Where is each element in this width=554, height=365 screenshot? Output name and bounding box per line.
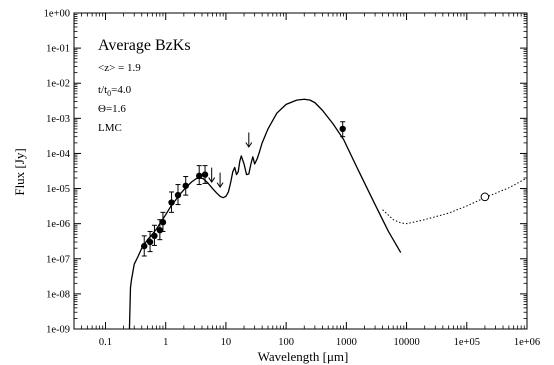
data-point bbox=[141, 242, 148, 250]
data-point bbox=[146, 238, 154, 246]
x-tick-label: 0.1 bbox=[99, 337, 112, 348]
data-point bbox=[196, 172, 203, 180]
sed-model-line bbox=[128, 98, 402, 330]
axis-ticks bbox=[73, 12, 528, 330]
y-tick-label: 1e-06 bbox=[46, 219, 70, 230]
data-point bbox=[151, 232, 158, 240]
data-point bbox=[159, 219, 167, 226]
x-axis-label: Wavelength [μm] bbox=[258, 349, 349, 364]
y-tick-label: 1e-07 bbox=[46, 254, 70, 265]
x-tick-label: 1e+05 bbox=[454, 337, 480, 348]
y-tick-label: 1e-04 bbox=[46, 149, 71, 160]
annotation-dust: LMC bbox=[98, 122, 122, 134]
upper-limit-arrowhead bbox=[208, 177, 216, 183]
data-point bbox=[201, 171, 209, 178]
x-tick-label: 10000 bbox=[393, 337, 419, 348]
annotation-theta: Θ=1.6 bbox=[98, 103, 126, 115]
data-point bbox=[168, 199, 175, 206]
data-markers bbox=[141, 121, 490, 257]
annotation-block: Average BzKs <z> = 1.9 t/t0=4.0 Θ=1.6 LM… bbox=[98, 37, 191, 134]
y-tick-label: 1e+00 bbox=[44, 9, 70, 20]
data-point bbox=[174, 191, 182, 199]
upper-limit-arrowhead bbox=[245, 142, 253, 148]
x-tick-label: 1e+06 bbox=[514, 337, 540, 348]
y-tick-label: 1e-02 bbox=[46, 79, 70, 90]
data-point bbox=[156, 227, 164, 234]
x-tick-label: 1 bbox=[163, 337, 168, 348]
y-tick-label: 1e-01 bbox=[46, 44, 70, 55]
y-axis-label: Flux [Jy] bbox=[12, 148, 27, 195]
radio-extrapolation-line bbox=[382, 177, 528, 225]
annotation-title: Average BzKs bbox=[98, 37, 191, 54]
data-point bbox=[182, 182, 189, 189]
x-tick-label: 100 bbox=[278, 337, 294, 348]
y-tick-label: 1e-08 bbox=[46, 289, 70, 300]
y-tick-label: 1e-03 bbox=[46, 114, 70, 125]
y-tick-label: 1e-05 bbox=[46, 184, 70, 195]
plot-frame bbox=[73, 12, 528, 330]
tick-labels: 0.1 1 10 100 1000 10000 1e+05 1e+06 1e+00 1e-01 1e… bbox=[44, 9, 541, 349]
upper-limit-arrowhead bbox=[216, 182, 224, 188]
annotation-age: t/t0=4.0 bbox=[98, 84, 132, 98]
x-tick-label: 10 bbox=[221, 337, 232, 348]
y-tick-label: 1e-09 bbox=[46, 325, 70, 336]
open-data-point bbox=[480, 192, 490, 202]
model-curves bbox=[128, 98, 528, 330]
x-tick-label: 1000 bbox=[336, 337, 357, 348]
data-point bbox=[339, 125, 346, 133]
annotation-redshift: <z> = 1.9 bbox=[98, 62, 141, 74]
